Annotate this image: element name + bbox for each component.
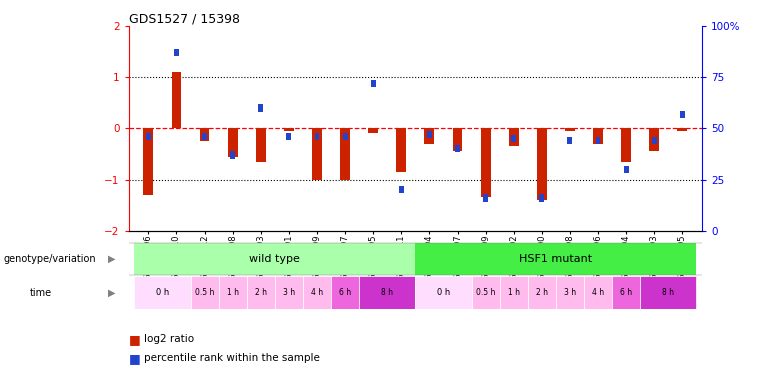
Bar (218, 276, 246, 309)
Text: ▶: ▶ (108, 288, 115, 297)
Bar (455, 145, 460, 153)
Bar (621, 128, 631, 162)
Bar (172, 72, 182, 128)
Text: 0.5 h: 0.5 h (476, 288, 495, 297)
Text: 1 h: 1 h (508, 288, 519, 297)
Text: 0 h: 0 h (437, 288, 450, 297)
Text: wild type: wild type (250, 254, 300, 264)
Bar (230, 152, 235, 159)
Bar (246, 276, 275, 309)
Text: 4 h: 4 h (592, 288, 604, 297)
Bar (677, 128, 687, 131)
Bar (652, 137, 657, 144)
Bar (134, 243, 415, 275)
Bar (480, 128, 491, 197)
Text: 2 h: 2 h (255, 288, 267, 297)
Text: 4 h: 4 h (311, 288, 323, 297)
Text: ▶: ▶ (108, 254, 115, 264)
Bar (174, 49, 179, 56)
Bar (396, 128, 406, 172)
Bar (314, 133, 320, 140)
Bar (596, 137, 601, 144)
Bar (509, 128, 519, 146)
Bar (286, 133, 292, 140)
Bar (200, 128, 210, 141)
Bar (359, 276, 415, 309)
Bar (640, 276, 697, 309)
Bar (424, 128, 434, 144)
Bar (256, 128, 266, 162)
Text: percentile rank within the sample: percentile rank within the sample (144, 353, 320, 363)
Bar (593, 128, 603, 144)
Bar (649, 128, 659, 152)
Bar (146, 133, 151, 140)
Bar (331, 276, 359, 309)
Bar (472, 276, 500, 309)
Bar (537, 128, 547, 200)
Bar (303, 276, 331, 309)
Bar (584, 276, 612, 309)
Text: genotype/variation: genotype/variation (4, 254, 97, 264)
Bar (134, 276, 190, 309)
Text: 6 h: 6 h (339, 288, 351, 297)
Bar (452, 128, 463, 152)
Bar (258, 104, 263, 112)
Text: 2 h: 2 h (536, 288, 548, 297)
Bar (190, 276, 218, 309)
Bar (568, 137, 573, 144)
Bar (342, 133, 348, 140)
Bar (399, 186, 404, 194)
Bar (565, 128, 575, 131)
Text: 0 h: 0 h (156, 288, 169, 297)
Bar (275, 276, 303, 309)
Bar (483, 194, 488, 201)
Bar (368, 128, 378, 132)
Bar (228, 128, 238, 156)
Text: log2 ratio: log2 ratio (144, 334, 194, 344)
Text: 1 h: 1 h (227, 288, 239, 297)
Text: time: time (30, 288, 51, 297)
Bar (370, 80, 376, 87)
Bar (500, 276, 528, 309)
Text: HSF1 mutant: HSF1 mutant (519, 254, 593, 264)
Bar (284, 128, 294, 131)
Text: GDS1527 / 15398: GDS1527 / 15398 (129, 12, 239, 25)
Text: 8 h: 8 h (381, 288, 393, 297)
Bar (612, 276, 640, 309)
Bar (539, 194, 544, 201)
Bar (624, 166, 629, 173)
Bar (202, 133, 207, 140)
Bar (415, 243, 697, 275)
Text: ■: ■ (129, 352, 140, 364)
Bar (144, 128, 154, 195)
Text: 3 h: 3 h (283, 288, 295, 297)
Bar (312, 128, 322, 180)
Bar (528, 276, 556, 309)
Text: ■: ■ (129, 333, 140, 346)
Bar (680, 111, 685, 118)
Bar (427, 131, 432, 138)
Bar (511, 135, 516, 142)
Text: 0.5 h: 0.5 h (195, 288, 215, 297)
Text: 8 h: 8 h (662, 288, 674, 297)
Text: 6 h: 6 h (620, 288, 632, 297)
Bar (340, 128, 350, 180)
Bar (415, 276, 472, 309)
Bar (556, 276, 584, 309)
Text: 3 h: 3 h (564, 288, 576, 297)
